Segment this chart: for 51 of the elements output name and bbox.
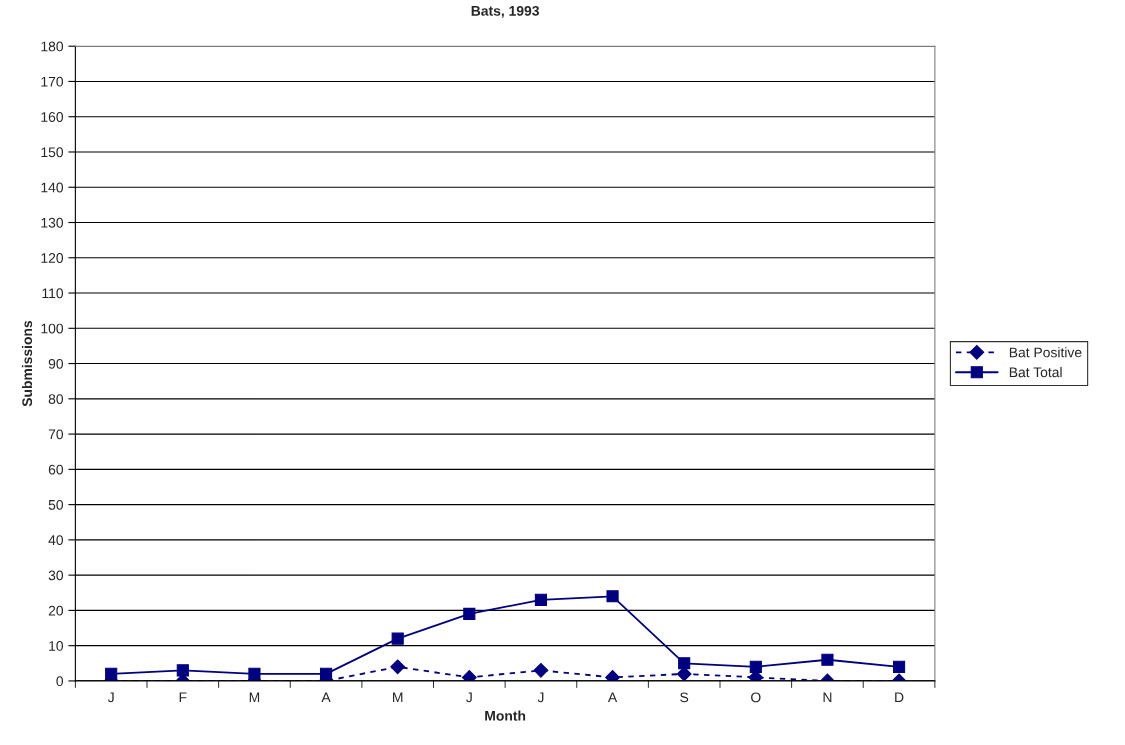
y-tick-label: 40: [48, 535, 64, 546]
y-tick-label: 180: [41, 41, 64, 52]
point: [390, 659, 406, 675]
point: [606, 590, 619, 603]
x-tick-label: A: [321, 692, 331, 703]
y-tick-label: 150: [41, 147, 64, 158]
y-tick-label: 20: [48, 605, 64, 616]
y-tick-label: 0: [56, 676, 64, 687]
point: [892, 660, 906, 673]
point: [105, 667, 118, 680]
y-tick-label: 80: [48, 394, 64, 404]
x-tick-label: D: [895, 692, 904, 703]
y-tick-label: 170: [41, 76, 64, 87]
y-axis-title: Submissions: [21, 320, 33, 407]
x-tick-label: J: [466, 692, 472, 703]
x-tick-label: J: [107, 692, 114, 703]
y-tick-label: 50: [48, 499, 64, 510]
legend-label: Bat Total: [1009, 367, 1062, 378]
x-tick-label: J: [537, 692, 544, 703]
x-tick-label: A: [607, 692, 618, 703]
point: [534, 593, 548, 606]
point: [319, 667, 333, 680]
legend-label: Bat Positive: [1009, 347, 1082, 358]
x-axis-title: Month: [485, 710, 526, 721]
y-tick-label: 90: [48, 358, 64, 369]
point: [248, 667, 261, 680]
point: [749, 660, 762, 673]
point: [676, 666, 692, 681]
x-tick-label: S: [680, 692, 689, 703]
x-tick-label: M: [249, 692, 260, 703]
y-tick-label: 160: [41, 112, 64, 122]
x-tick-label: F: [179, 692, 187, 703]
x-tick-label: M: [393, 692, 403, 703]
y-tick-label: 60: [48, 464, 64, 475]
point: [391, 632, 404, 645]
y-tick-label: 70: [48, 429, 64, 440]
y-tick-label: 130: [41, 217, 64, 228]
y-tick-label: 10: [49, 641, 64, 651]
point: [463, 607, 476, 620]
y-tick-label: 30: [48, 570, 64, 581]
point: [533, 662, 549, 678]
chart-title: Bats, 1993: [471, 5, 539, 18]
x-tick-label: O: [751, 692, 761, 703]
y-tick-label: 110: [42, 288, 64, 299]
point: [821, 653, 834, 666]
y-tick-label: 120: [41, 253, 64, 263]
y-tick-label: 100: [41, 323, 64, 334]
y-tick-label: 140: [41, 182, 64, 193]
point: [176, 664, 189, 677]
point: [678, 657, 691, 670]
x-tick-label: N: [823, 692, 832, 703]
